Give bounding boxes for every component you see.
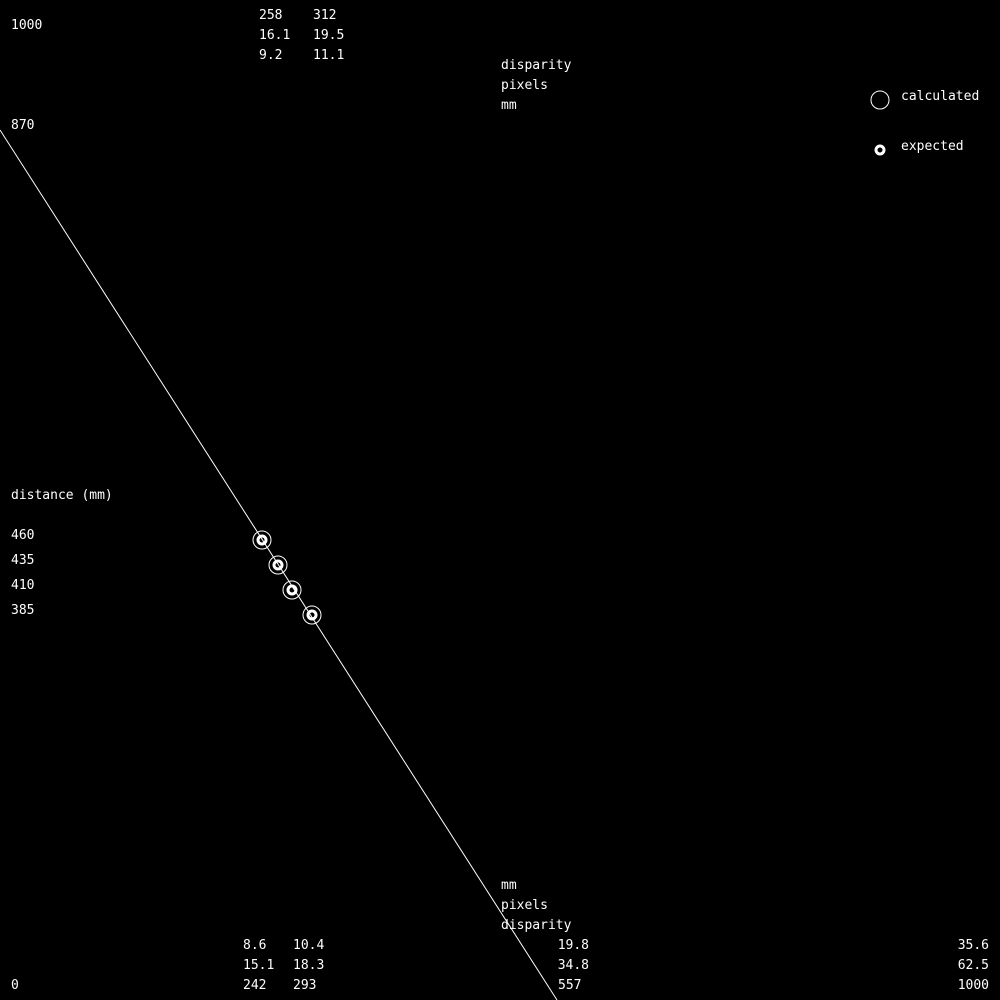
bottom-axis-label-disparity: disparity — [501, 918, 572, 933]
bottom-tick-pixels: 34.8 — [558, 958, 589, 973]
top-tick-mm: 9.2 — [259, 48, 282, 63]
bottom-axis-label-pixels: pixels — [501, 898, 548, 913]
y-axis-label: distance (mm) — [11, 488, 113, 503]
bottom-tick-disparity: 557 — [558, 978, 581, 993]
bottom-tick-disparity: 242 — [243, 978, 266, 993]
fit-line — [0, 129, 558, 1000]
top-tick-pixels: 19.5 — [313, 28, 344, 43]
bottom-tick-mm: 19.8 — [558, 938, 589, 953]
legend-calculated-label: calculated — [901, 89, 979, 104]
legend: calculated expected — [870, 89, 979, 156]
y-tick-435: 435 — [11, 553, 34, 568]
legend-expected-marker — [874, 144, 886, 156]
calculated-point — [252, 530, 272, 550]
bottom-tick-mm: 8.6 — [243, 938, 266, 953]
calculated-point — [282, 580, 302, 600]
plot-marks — [0, 129, 558, 1000]
top-axis-label-mm: mm — [501, 98, 517, 113]
bottom-tick-mm: 10.4 — [293, 938, 324, 953]
top-tick-mm: 11.1 — [313, 48, 344, 63]
calculated-point — [268, 555, 288, 575]
bottom-tick-pixels: 18.3 — [293, 958, 324, 973]
top-tick-pixels: 16.1 — [259, 28, 290, 43]
calculated-point — [302, 605, 322, 625]
top-tick-disparity: 258 — [259, 8, 282, 23]
y-tick-410: 410 — [11, 578, 34, 593]
expected-point — [286, 584, 298, 596]
top-axis-label-disparity: disparity — [501, 58, 572, 73]
legend-expected-label: expected — [901, 139, 964, 154]
y-tick-460: 460 — [11, 528, 34, 543]
top-axis-label-pixels: pixels — [501, 78, 548, 93]
y-tick-385: 385 — [11, 603, 34, 618]
expected-point — [272, 559, 284, 571]
legend-calculated-marker — [870, 90, 890, 110]
bottom-tick-pixels: 15.1 — [243, 958, 274, 973]
y-tick-870: 870 — [11, 118, 34, 133]
bottom-axis-label-mm: mm — [501, 878, 517, 893]
bottom-tick-pixels: 62.5 — [958, 958, 989, 973]
expected-point — [306, 609, 318, 621]
y-tick-0: 0 — [11, 978, 19, 993]
y-tick-1000: 1000 — [11, 18, 42, 33]
top-tick-disparity: 312 — [313, 8, 336, 23]
bottom-tick-disparity: 293 — [293, 978, 316, 993]
expected-point — [256, 534, 268, 546]
bottom-tick-disparity: 1000 — [958, 978, 989, 993]
bottom-tick-mm: 35.6 — [958, 938, 989, 953]
